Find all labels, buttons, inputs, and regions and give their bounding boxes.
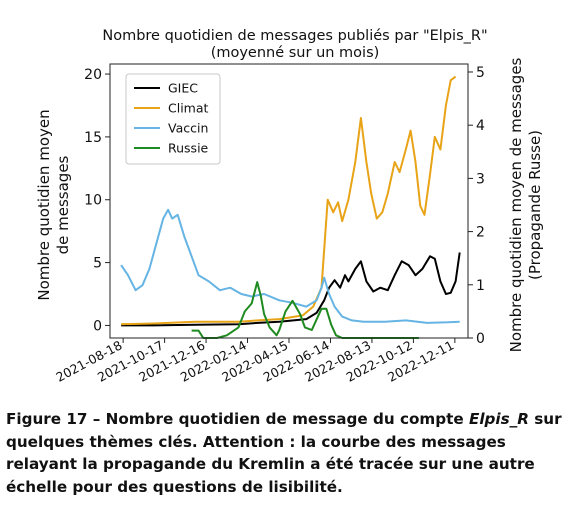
right-axis-label-line-2: (Propagande Russe) — [526, 130, 544, 280]
chart: Nombre quotidien de messages publiés par… — [35, 28, 544, 385]
legend-label-russie: Russie — [168, 141, 209, 156]
series-line-giec — [121, 252, 461, 327]
chart-title: Nombre quotidien de messages publiés par… — [102, 28, 487, 44]
y-right-tick-label: 0 — [476, 331, 485, 347]
series-line-climat — [121, 75, 457, 326]
y-right-tick-label: 4 — [476, 118, 485, 134]
y-left-tick-label: 0 — [93, 318, 102, 334]
series-line-russie — [191, 281, 419, 339]
y-right-tick-label: 5 — [476, 65, 485, 81]
legend-label-giec: GIEC — [168, 81, 198, 96]
y-right-tick-label: 1 — [476, 278, 485, 294]
series-line-vaccin — [120, 208, 460, 324]
left-axis-label-line-1: Nombre quotidien moyen — [35, 109, 53, 300]
caption-prefix: Figure 17 – Nombre quotidien de message … — [6, 410, 469, 428]
left-axis-label-line-2: de messages — [54, 155, 72, 254]
legend-label-vaccin: Vaccin — [168, 121, 208, 136]
caption-account: Elpis_R — [468, 410, 529, 428]
y-left-tick-label: 10 — [84, 193, 102, 209]
y-left-tick-label: 5 — [93, 256, 102, 272]
legend-label-climat: Climat — [168, 101, 209, 116]
right-axis-label-line-1: Nombre quotidien moyen de messages — [507, 57, 525, 352]
y-right-tick-label: 3 — [476, 171, 485, 187]
legend-box — [125, 73, 221, 165]
y-right-tick-label: 2 — [476, 225, 485, 241]
chart-subtitle: (moyenné sur un mois) — [211, 45, 380, 61]
y-left-tick-label: 15 — [84, 130, 102, 146]
figure-caption: Figure 17 – Nombre quotidien de message … — [6, 408, 564, 498]
y-left-tick-label: 20 — [84, 67, 102, 83]
caption-suffix: sur quelques thèmes clés. Attention : la… — [6, 410, 562, 496]
